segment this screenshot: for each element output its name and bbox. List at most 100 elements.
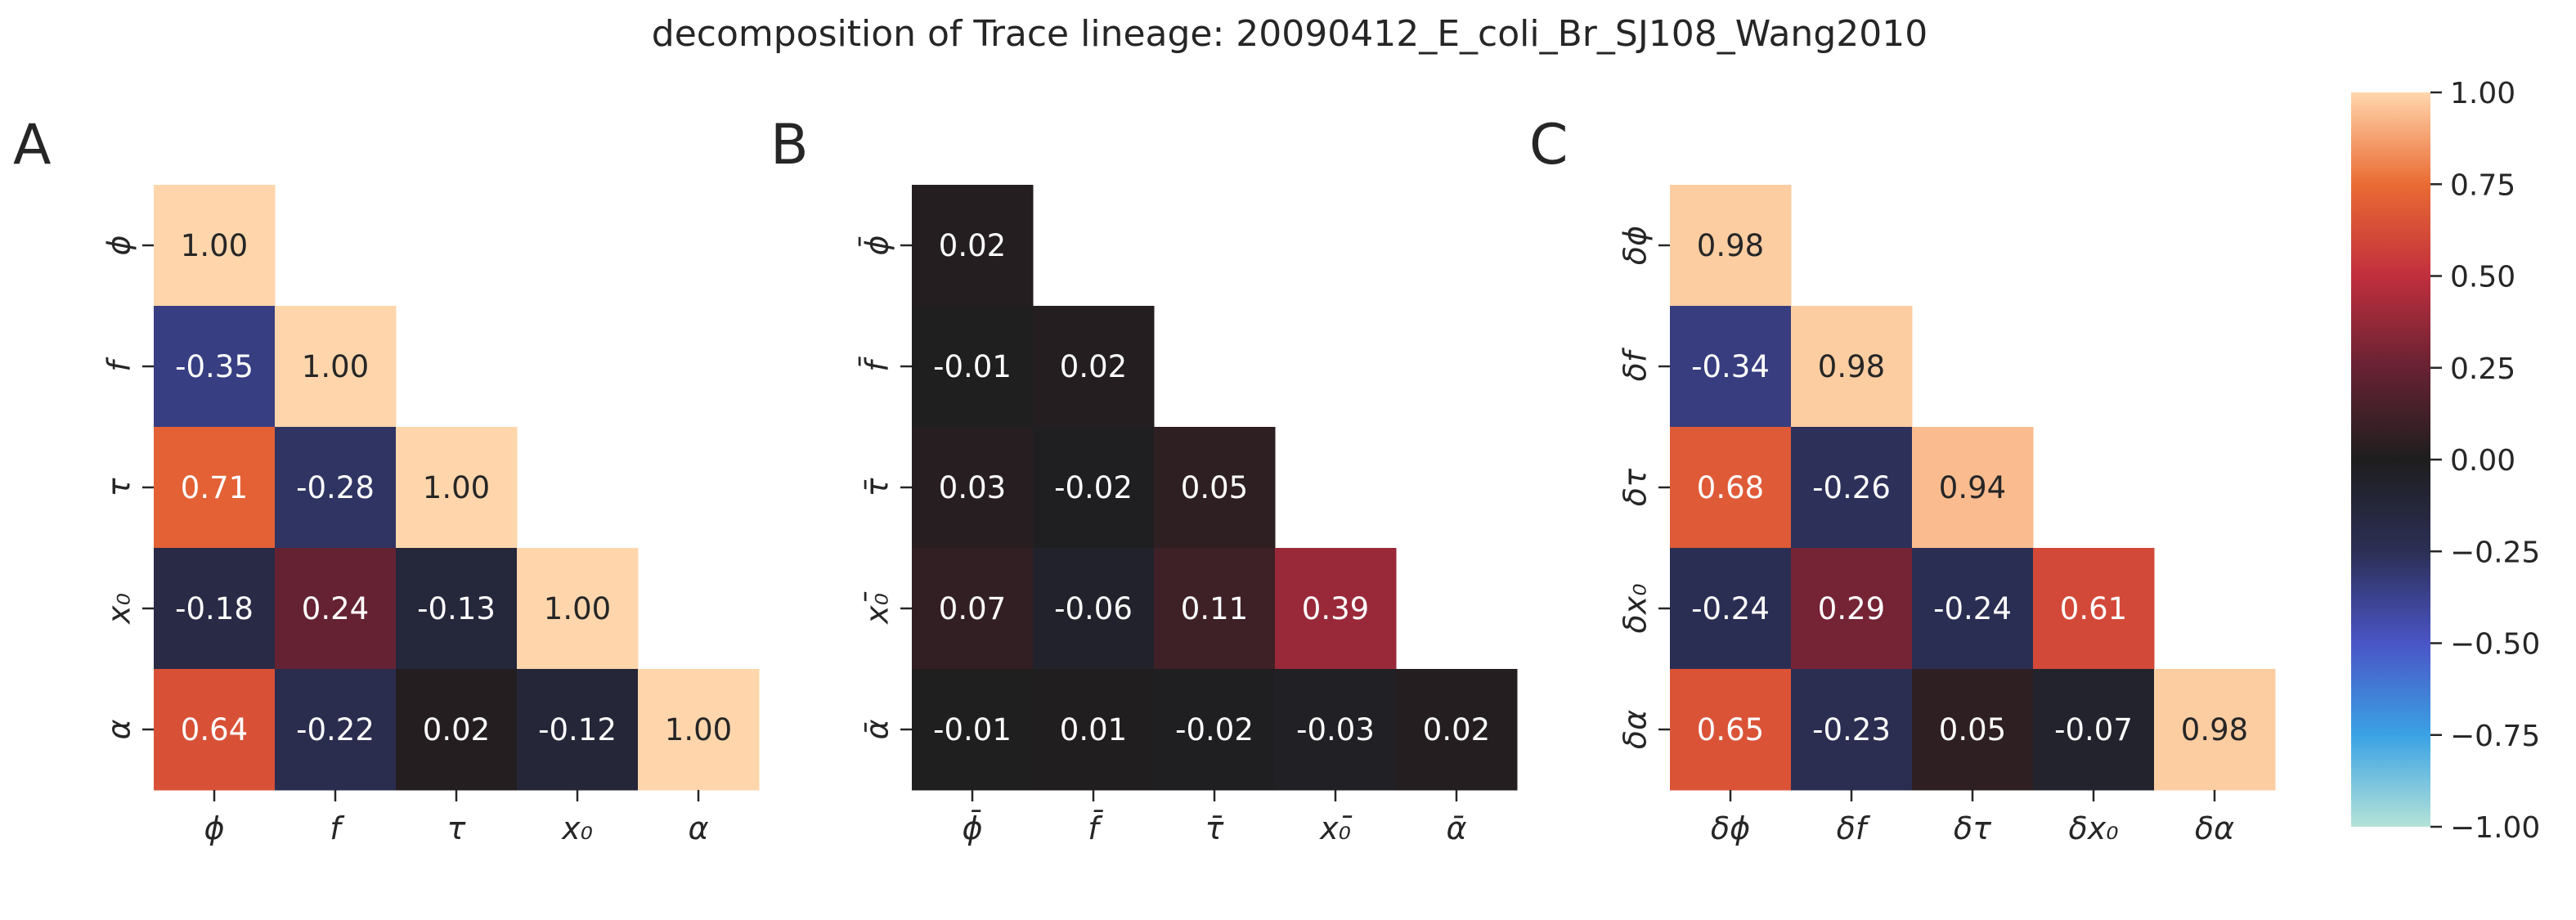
x-tick-label: δf bbox=[1837, 810, 1871, 846]
x-tick-label: δα bbox=[2195, 810, 2234, 846]
cell-value-label: -0.07 bbox=[2054, 712, 2133, 747]
cell-value-label: 0.02 bbox=[939, 228, 1006, 263]
heatmap-cell bbox=[1033, 669, 1155, 791]
colorbar-tick-label: −0.25 bbox=[2450, 536, 2540, 569]
heatmap-cell bbox=[1154, 669, 1276, 791]
cell-value-label: 1.00 bbox=[544, 591, 611, 626]
y-tick-label: x₀̄ bbox=[859, 591, 895, 625]
y-tick-label: δx₀ bbox=[1618, 584, 1654, 634]
x-tick-label: f bbox=[330, 810, 345, 846]
heatmap-cell bbox=[1033, 306, 1155, 428]
heatmap-cell bbox=[1275, 669, 1397, 791]
heatmap-cell bbox=[154, 185, 276, 307]
cell-value-label: -0.02 bbox=[1175, 712, 1254, 747]
x-tick-label: ᾱ bbox=[1446, 810, 1466, 846]
y-tick-label: δτ bbox=[1618, 468, 1654, 506]
heatmap-cell bbox=[517, 669, 639, 791]
heatmap-panels: A 1.00 -0.35 1.00 0.71 -0.28 1.00 -0.18 0.24 -0.1… bbox=[13, 113, 2276, 846]
heatmap-cell bbox=[1670, 669, 1792, 791]
heatmap-cell bbox=[154, 427, 276, 549]
heatmap-cell bbox=[1791, 669, 1913, 791]
cell-value-label: 0.65 bbox=[1697, 712, 1764, 747]
y-tick-label: δϕ bbox=[1618, 226, 1654, 265]
panel-label: B bbox=[770, 113, 809, 177]
cell-value-label: 0.98 bbox=[2181, 712, 2248, 747]
cell-value-label: 0.11 bbox=[1181, 591, 1248, 626]
cell-value-label: 0.07 bbox=[939, 591, 1006, 626]
heatmap-cell bbox=[1670, 185, 1792, 307]
y-tick-label: x₀ bbox=[101, 593, 137, 625]
cell-value-label: -0.03 bbox=[1296, 712, 1375, 747]
cell-value-label: -0.23 bbox=[1812, 712, 1891, 747]
heatmap-cell bbox=[1396, 669, 1518, 791]
heatmap-cell bbox=[275, 306, 397, 428]
figure-title: decomposition of Trace lineage: 20090412… bbox=[652, 13, 1928, 55]
cell-value-label: 0.68 bbox=[1697, 470, 1764, 505]
cell-value-label: 0.03 bbox=[939, 470, 1006, 505]
x-tick-label: δϕ bbox=[1711, 810, 1750, 846]
heatmap-cell bbox=[1791, 306, 1913, 428]
cell-value-label: 0.94 bbox=[1939, 470, 2006, 505]
cell-value-label: -0.13 bbox=[417, 591, 496, 626]
y-tick-label: δα bbox=[1618, 710, 1654, 749]
colorbar-tick-label: 0.50 bbox=[2450, 261, 2515, 294]
heatmap-cell bbox=[1033, 548, 1155, 670]
colorbar-tick-label: −0.75 bbox=[2450, 720, 2540, 753]
cell-value-label: 0.71 bbox=[181, 470, 248, 505]
cell-value-label: -0.12 bbox=[538, 712, 617, 747]
colorbar-tick-label: 0.25 bbox=[2450, 352, 2515, 386]
x-tick-label: τ bbox=[447, 810, 467, 846]
cell-value-label: 0.61 bbox=[2060, 591, 2127, 626]
cell-value-label: 0.05 bbox=[1181, 470, 1248, 505]
heatmap-cell bbox=[2033, 669, 2155, 791]
cell-value-label: 1.00 bbox=[181, 228, 248, 263]
cell-value-label: 0.64 bbox=[181, 712, 248, 747]
heatmap-cell bbox=[154, 548, 276, 670]
colorbar-tick-label: 1.00 bbox=[2450, 77, 2515, 110]
cell-value-label: 0.98 bbox=[1818, 349, 1885, 384]
heatmap-cell bbox=[2033, 548, 2155, 670]
heatmap-cell bbox=[1912, 427, 2034, 549]
x-tick-label: x₀̄ bbox=[1319, 810, 1353, 846]
heatmap-panel-a: A 1.00 -0.35 1.00 0.71 -0.28 1.00 -0.18 0.24 -0.1… bbox=[13, 113, 760, 846]
heatmap-cell bbox=[912, 548, 1034, 670]
cell-value-label: 0.05 bbox=[1939, 712, 2006, 747]
heatmap-cell bbox=[912, 427, 1034, 549]
heatmap-cell bbox=[638, 669, 760, 791]
colorbar-tick-label: 0.75 bbox=[2450, 168, 2515, 202]
cell-value-label: -0.24 bbox=[1933, 591, 2012, 626]
cell-value-label: -0.28 bbox=[296, 470, 375, 505]
cell-value-label: -0.01 bbox=[933, 712, 1012, 747]
y-tick-label: ϕ bbox=[101, 235, 137, 255]
heatmap-cell bbox=[396, 427, 518, 549]
y-tick-label: α bbox=[101, 719, 137, 739]
x-tick-label: ϕ̄ bbox=[962, 810, 982, 846]
heatmap-cell bbox=[154, 306, 276, 428]
cell-value-label: -0.34 bbox=[1691, 349, 1770, 384]
heatmap-cell bbox=[1670, 548, 1792, 670]
cell-value-label: -0.06 bbox=[1054, 591, 1133, 626]
x-tick-label: f̄ bbox=[1088, 810, 1103, 846]
cell-value-label: 0.02 bbox=[1060, 349, 1127, 384]
cell-value-label: -0.02 bbox=[1054, 470, 1133, 505]
x-tick-label: δx₀ bbox=[2069, 810, 2119, 846]
heatmap-cell bbox=[275, 669, 397, 791]
y-tick-label: τ bbox=[101, 477, 137, 496]
colorbar-gradient bbox=[2351, 92, 2430, 827]
x-tick-label: x₀ bbox=[561, 810, 593, 846]
cell-value-label: 0.02 bbox=[1423, 712, 1490, 747]
cell-value-label: 1.00 bbox=[302, 349, 369, 384]
y-tick-label: τ̄ bbox=[859, 477, 895, 496]
heatmap-cell bbox=[517, 548, 639, 670]
y-tick-label: f bbox=[101, 357, 137, 372]
heatmap-panel-b: B 0.02 -0.01 0.02 0.03 -0.02 0.05 0.07 -0.06 0.11… bbox=[770, 113, 1518, 846]
x-tick-label: δτ bbox=[1954, 810, 1992, 846]
heatmap-cell bbox=[1154, 548, 1276, 670]
x-tick-label: ϕ bbox=[204, 810, 224, 846]
y-tick-label: f̄ bbox=[859, 356, 895, 371]
panel-label: C bbox=[1529, 113, 1568, 177]
heatmap-cell bbox=[2154, 669, 2276, 791]
colorbar: 1.00 0.75 0.50 0.25 0.00 −0.25 −0.50 −0.75 −1.00 bbox=[2351, 77, 2540, 845]
cell-value-label: 1.00 bbox=[665, 712, 732, 747]
heatmap-cell bbox=[1670, 427, 1792, 549]
